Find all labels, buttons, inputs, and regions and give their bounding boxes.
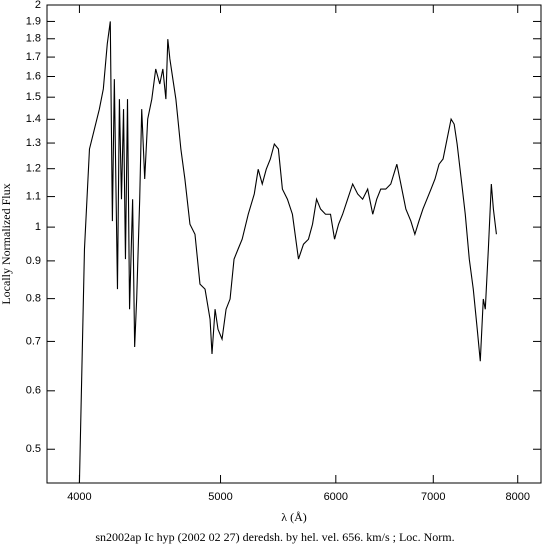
y-tick-label: 1.1	[26, 190, 41, 202]
y-tick-label: 2	[35, 0, 41, 11]
y-tick-label: 1.4	[26, 113, 41, 125]
plot-frame	[46, 4, 542, 484]
x-axis-label: λ (Å)	[281, 510, 306, 524]
x-tick-label: 5000	[208, 491, 232, 503]
y-tick-label: 1.6	[26, 70, 41, 82]
y-tick-label: 1.7	[26, 51, 41, 63]
y-tick-label: 0.5	[26, 443, 41, 455]
y-tick-label: 0.8	[26, 293, 41, 305]
y-tick-label: 1.8	[26, 33, 41, 45]
y-tick-label: 0.9	[26, 255, 41, 267]
x-tick-label: 4000	[67, 491, 91, 503]
y-axis-label: Locally Normalized Flux	[0, 183, 13, 304]
y-tick-label: 1.5	[26, 91, 41, 103]
y-tick-label: 1.9	[26, 15, 41, 27]
y-tick-label: 1.2	[26, 163, 41, 175]
x-tick-label: 7000	[421, 491, 445, 503]
x-tick-label: 6000	[324, 491, 348, 503]
y-tick-label: 0.7	[26, 335, 41, 347]
caption: sn2002ap Ic hyp (2002 02 27) deredsh. by…	[95, 530, 454, 544]
y-tick-label: 1.3	[26, 137, 41, 149]
y-tick-label: 1	[35, 221, 41, 233]
y-tick-label: 0.6	[26, 385, 41, 397]
x-tick-label: 8000	[505, 491, 529, 503]
spectrum-line	[78, 21, 497, 484]
